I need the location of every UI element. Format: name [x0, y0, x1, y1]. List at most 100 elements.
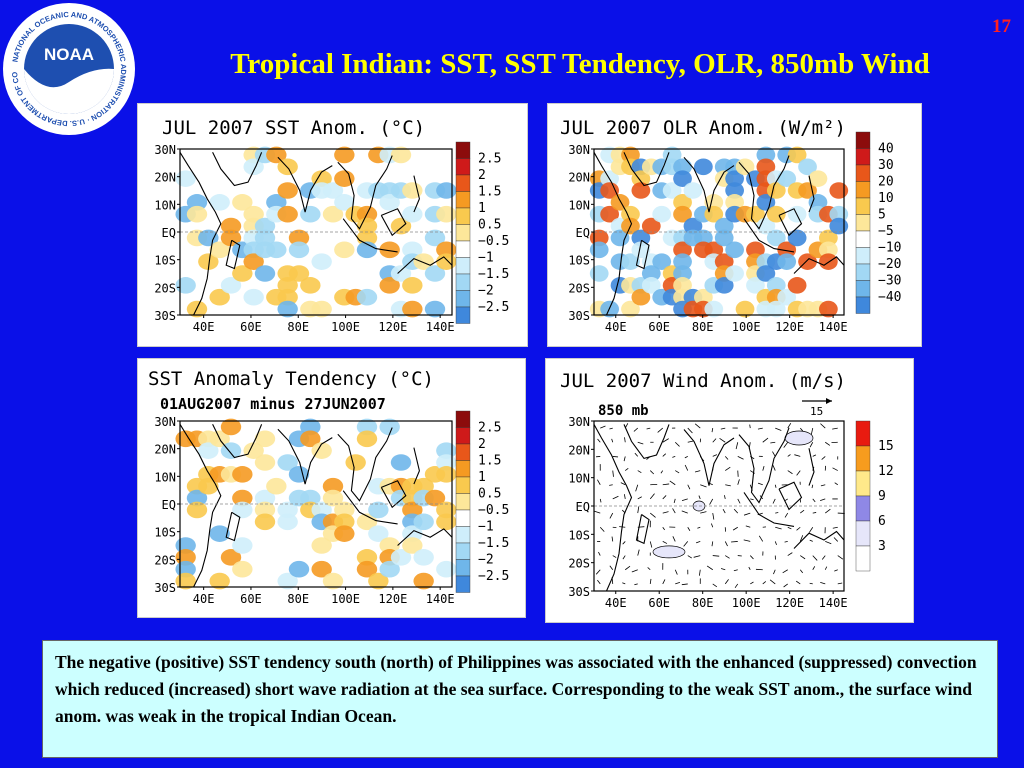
wind-lon-label: 120E	[775, 596, 804, 610]
olr-shade-cell	[829, 182, 849, 199]
wind-vector	[774, 541, 777, 545]
tendency-shade-cell	[356, 549, 378, 566]
olr-shade-cell	[621, 146, 640, 164]
wind-vector	[684, 464, 689, 471]
wind-vector	[812, 566, 816, 570]
tendency-shade-cell	[322, 489, 344, 507]
wind-vector	[783, 442, 789, 448]
tendency-shade-cell	[209, 572, 230, 590]
olr-legend-label: 30	[878, 158, 894, 173]
olr-anomaly-panel: JUL 2007 OLR Anom. (W/m²) 30N 20N 10N EQ 10S 2…	[547, 103, 922, 347]
olr-legend-swatch	[855, 148, 871, 166]
olr-shade-cell	[735, 158, 755, 176]
sst-shade-cell	[277, 288, 298, 306]
wind-vector	[681, 583, 688, 586]
tendency-lon-label: 140E	[426, 592, 455, 606]
olr-shade-cell	[673, 277, 692, 294]
olr-lon-label: 80E	[692, 320, 714, 334]
tendency-legend-swatch	[455, 460, 471, 478]
olr-shade-cell	[725, 170, 744, 187]
wind-vector	[669, 480, 676, 486]
sst-coastline	[337, 155, 393, 230]
wind-vector	[750, 498, 754, 501]
wind-vector	[787, 470, 793, 475]
wind-coastline	[593, 424, 633, 592]
wind-vector	[611, 438, 614, 443]
wind-vector	[820, 484, 826, 487]
tendency-legend-swatch	[455, 509, 471, 527]
olr-lon-label: 40E	[605, 320, 627, 334]
tendency-shade-cell	[368, 525, 389, 542]
tendency-lat-label: EQ	[162, 498, 176, 512]
wind-lat-label: EQ	[576, 500, 590, 514]
wind-vector	[634, 452, 639, 457]
sst-shade-cell	[186, 205, 208, 223]
wind-coastline	[683, 429, 735, 486]
olr-shade-cell	[694, 229, 713, 247]
wind-vector	[774, 484, 777, 488]
sst-shade-cell	[300, 205, 321, 223]
wind-vector	[834, 569, 838, 572]
tendency-shade-cell	[345, 454, 366, 471]
sst-shade-cell	[402, 182, 423, 199]
wind-vector	[737, 479, 740, 485]
wind-vector	[800, 555, 806, 560]
wind-vector	[737, 498, 741, 504]
wind-vector	[824, 566, 828, 570]
wind-vector	[637, 470, 642, 474]
sst-shade-cell	[243, 288, 264, 306]
wind-vector	[735, 442, 739, 450]
wind-vector	[834, 482, 838, 486]
wind-vector	[784, 541, 788, 543]
sst-legend-label: 2	[478, 168, 486, 183]
tendency-shade-cell	[356, 560, 378, 578]
olr-legend-label: 20	[878, 175, 894, 190]
olr-legend-swatch	[855, 197, 871, 215]
wind-vector	[662, 541, 668, 544]
olr-shade-cell	[746, 205, 765, 223]
wind-vector	[597, 479, 601, 485]
wind-vector	[609, 484, 613, 486]
olr-shade-cell	[683, 182, 703, 199]
sst-shade-cell	[220, 217, 242, 235]
sst-shade-cell	[390, 146, 412, 164]
wind-vector	[745, 525, 751, 528]
wind-vector	[762, 581, 767, 585]
wind-vector	[809, 442, 814, 448]
sst-lon-label: 140E	[426, 320, 455, 334]
wind-vector	[800, 509, 805, 514]
tendency-legend-label: 1	[478, 470, 486, 485]
wind-lat-label: 30N	[568, 415, 590, 429]
olr-coastline	[808, 175, 815, 213]
olr-shade-cell	[808, 170, 828, 187]
wind-legend-label: 6	[878, 514, 886, 529]
sst-legend-label: −2.5	[478, 300, 509, 315]
tendency-panel-title: SST Anomaly Tendency (°C)	[148, 368, 434, 390]
tendency-shade-cell	[254, 513, 276, 531]
tendency-shade-cell	[311, 560, 332, 578]
sst-shade-cell	[243, 158, 264, 176]
wind-panel-title: JUL 2007 Wind Anom. (m/s)	[560, 370, 846, 392]
olr-shade-cell	[746, 241, 765, 259]
wind-vector	[775, 512, 779, 514]
tendency-lat-label: 30S	[154, 581, 176, 595]
tendency-shade-cell	[356, 513, 378, 531]
tendency-lat-label: 30N	[154, 415, 176, 429]
wind-vector	[775, 526, 782, 530]
olr-shade-cell	[819, 300, 838, 318]
olr-coastline	[793, 256, 845, 274]
olr-shade-cell	[673, 265, 692, 282]
wind-vector	[672, 536, 676, 542]
tendency-shade-cell	[266, 477, 287, 495]
tendency-shade-cell	[334, 501, 355, 519]
wind-vector	[762, 437, 769, 443]
tendency-shade-cell	[186, 501, 208, 519]
wind-coastline	[808, 448, 815, 486]
olr-shade-cell	[777, 241, 797, 259]
sst-shade-cell	[209, 241, 230, 259]
wind-lon-label: 40E	[605, 596, 627, 610]
wind-vector	[720, 568, 726, 571]
olr-shade-cell	[589, 241, 609, 259]
tendency-legend-swatch	[455, 542, 471, 560]
olr-lat-label: 30S	[568, 309, 590, 323]
